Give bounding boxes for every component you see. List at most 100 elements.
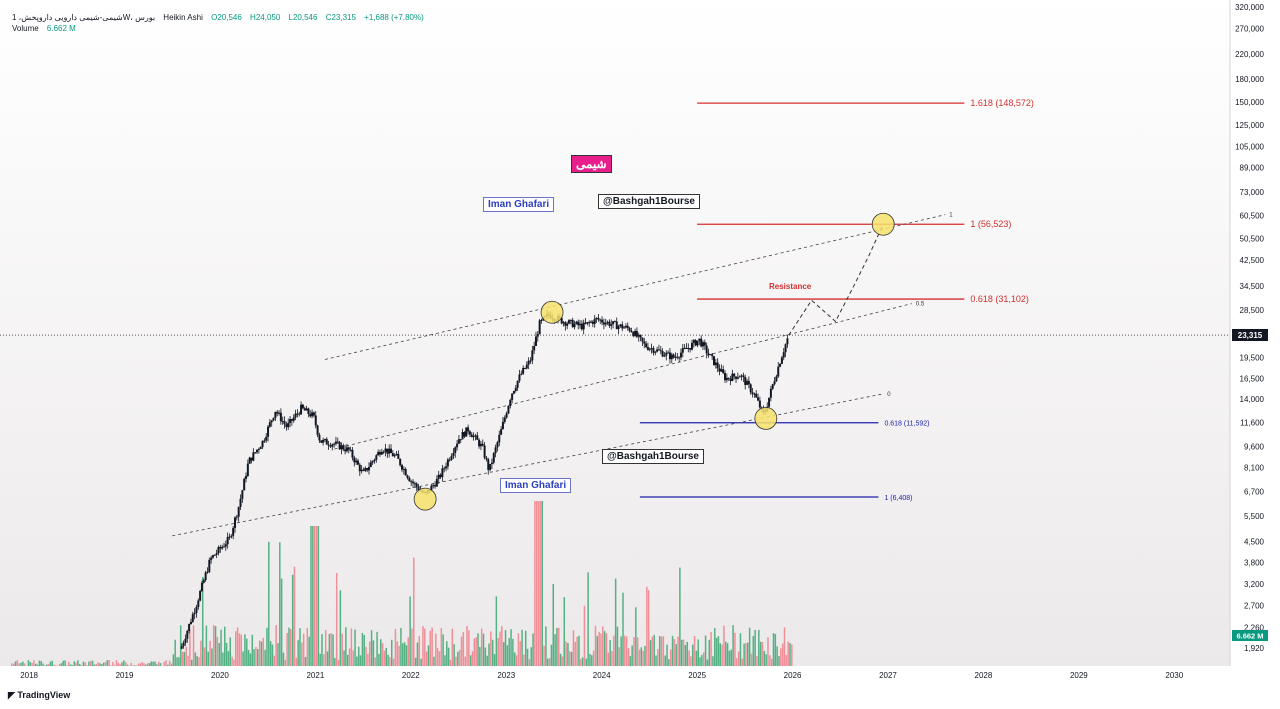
candle-body <box>457 439 460 444</box>
volume-bar <box>257 649 259 666</box>
volume-bar <box>317 526 320 666</box>
volume-bar <box>569 651 571 666</box>
candle-body <box>180 646 183 649</box>
candle-body <box>204 572 207 581</box>
candle-body <box>289 419 292 423</box>
candle-body <box>278 412 281 414</box>
volume-bar <box>673 639 676 666</box>
candle-body <box>599 319 602 321</box>
volume-bar <box>227 651 230 666</box>
candle-body <box>197 600 200 607</box>
volume-bar <box>31 662 33 666</box>
candle-body <box>490 462 493 464</box>
candle-body <box>226 537 229 545</box>
volume-bar <box>761 641 764 666</box>
volume-label: Volume <box>12 24 39 33</box>
volume-bar <box>68 661 70 666</box>
candle-body <box>239 498 242 507</box>
tradingview-logo[interactable]: ◤ TradingView <box>8 690 70 701</box>
candle-body <box>727 377 730 379</box>
candle-body <box>375 455 378 460</box>
candle-body <box>382 451 385 453</box>
fib-level-label: 0.618 (31,102) <box>970 294 1029 304</box>
candle-body <box>248 457 251 464</box>
volume-bar <box>53 664 55 666</box>
candle-body <box>386 448 389 454</box>
volume-bar <box>372 640 375 666</box>
channel-label: 0.5 <box>916 302 925 308</box>
candle-body <box>498 434 501 443</box>
candle-body <box>782 352 785 358</box>
candle-body <box>540 319 543 321</box>
volume-bar <box>745 643 747 666</box>
candle-body <box>465 427 468 437</box>
candle-body <box>613 321 616 323</box>
volume-bar <box>719 643 722 666</box>
channel-label: 0 <box>887 392 891 398</box>
volume-bar <box>591 655 593 666</box>
candle-body <box>725 377 728 381</box>
volume-bar <box>324 629 327 666</box>
volume-bar <box>462 632 465 666</box>
volume-bar <box>183 651 186 666</box>
candle-body <box>232 527 235 536</box>
volume-bar <box>671 635 674 666</box>
candle-body <box>215 553 218 555</box>
candle-body <box>503 417 506 422</box>
candle-body <box>560 317 563 324</box>
candle-body <box>674 356 677 358</box>
candle-body <box>217 547 220 554</box>
volume-bar <box>368 641 371 666</box>
candle-body <box>476 435 479 440</box>
candle-body <box>342 445 345 450</box>
candle-body <box>417 486 420 491</box>
volume-bar <box>339 590 342 666</box>
volume-bar <box>394 629 397 666</box>
candle-body <box>401 465 404 470</box>
volume-tag <box>1232 630 1268 641</box>
volume-bar <box>512 638 514 666</box>
volume-bar <box>646 586 648 666</box>
time-axis-tick: 2022 <box>402 671 420 680</box>
candle-body <box>241 490 244 499</box>
volume-bar <box>776 646 778 666</box>
author-watermark-bottom: Iman Ghafari <box>500 478 572 493</box>
candle-body <box>780 357 783 364</box>
volume-bar <box>414 657 417 666</box>
candle-body <box>606 321 609 323</box>
volume-bar <box>295 657 298 666</box>
volume-bar <box>121 662 123 666</box>
volume-bar <box>765 654 767 666</box>
candle-body <box>182 642 185 647</box>
price-axis-tick: 3,800 <box>1244 558 1265 567</box>
symbol-title[interactable]: شیمی-شیمی دارویی داروپخش، 1W، بورس <box>12 13 156 22</box>
candle-body <box>573 323 576 328</box>
volume-bar <box>222 652 224 666</box>
candle-body <box>729 378 732 381</box>
candle-body <box>665 352 668 356</box>
candle-body <box>272 417 275 421</box>
candle-body <box>779 363 782 367</box>
volume-bars <box>11 501 793 666</box>
highlight-circle <box>413 487 437 511</box>
candle-body <box>670 354 673 360</box>
candle-body <box>692 340 695 343</box>
candle-body <box>298 413 301 415</box>
candle-body <box>224 544 227 547</box>
volume-bar <box>416 642 419 666</box>
last-price-tag <box>1232 329 1268 341</box>
price-axis-tick: 9,600 <box>1244 442 1265 451</box>
volume-bar <box>495 596 498 666</box>
volume-bar <box>774 633 777 666</box>
candle-body <box>643 341 646 344</box>
candle-body <box>757 397 760 401</box>
candle-body <box>722 369 725 374</box>
tradingview-icon: ◤ <box>8 690 18 700</box>
volume-bar <box>156 664 158 666</box>
volume-bar <box>714 628 716 666</box>
volume-bar <box>657 649 659 666</box>
candle-body <box>362 469 365 471</box>
candle-body <box>384 448 387 452</box>
volume-bar <box>343 650 345 666</box>
